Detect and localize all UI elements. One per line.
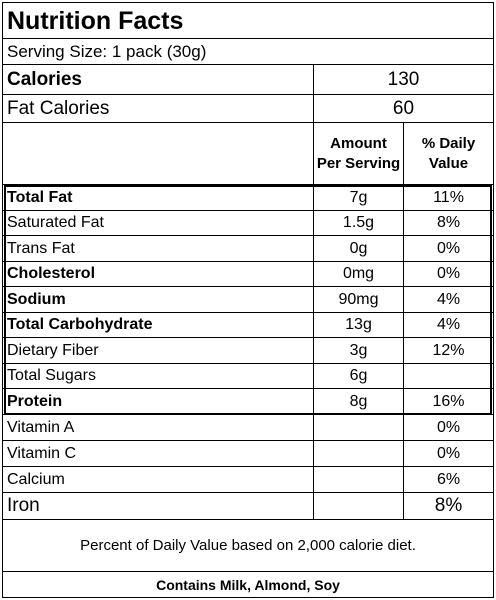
nutrient-row: Sodium 90mg 4% [3,287,493,313]
vitamin-row: Calcium 6% [3,467,493,493]
nutrient-amount: 7g [314,185,404,210]
nutrient-row: Saturated Fat 1.5g 8% [3,211,493,236]
nutrient-name: Cholesterol [3,262,314,286]
nutrient-row: Dietary Fiber 3g 12% [3,338,493,364]
nutrient-row: Protein 8g 16% [3,389,493,415]
nutrient-daily-value: 8% [436,214,461,231]
nutrient-daily-value: 16% [432,392,465,410]
nutrient-daily-value: 12% [432,341,465,359]
vitamin-amount-empty [314,467,404,492]
vitamin-row: Vitamin C 0% [3,441,493,467]
fat-calories-label: Fat Calories [3,95,314,122]
nutrient-amount: 13g [314,313,404,337]
column-header-row: Amount Per Serving % Daily Value [3,123,493,185]
serving-size: Serving Size: 1 pack (30g) [3,39,493,65]
nutrient-row: Total Carbohydrate 13g 4% [3,313,493,338]
nutrient-name: Protein [3,389,314,414]
nutrient-name: Trans Fat [3,236,314,261]
nutrient-amount: 6g [314,364,404,388]
nutrient-name: Saturated Fat [3,211,314,235]
nutrient-daily-value: 0% [436,239,461,257]
nutrient-name: Dietary Fiber [3,338,314,363]
vitamin-name: Vitamin A [3,415,314,440]
header-dv-line1: % Daily [421,134,476,152]
vitamin-daily-value: 8% [434,495,463,516]
vitamin-amount-empty [314,415,404,440]
nutrient-daily-value: 4% [436,290,461,308]
vitamin-name: Vitamin C [3,441,314,466]
nutrient-row: Cholesterol 0mg 0% [3,262,493,287]
nutrient-amount: 90mg [314,287,404,312]
header-amount-line2: Per Serving [316,154,401,172]
nutrient-row: Trans Fat 0g 0% [3,236,493,262]
nutrient-row: Total Sugars 6g [3,364,493,389]
nutrient-daily-value: 4% [436,316,461,333]
calories-row: Calories 130 [3,65,493,95]
header-amount: Amount Per Serving [314,123,404,184]
label-title: Nutrition Facts [3,3,493,39]
header-daily-value: % Daily Value [404,123,493,184]
header-empty-cell [3,123,314,184]
vitamin-name: Calcium [3,467,314,492]
vitamin-amount-empty [314,493,404,519]
nutrient-amount: 8g [314,389,404,414]
nutrient-row: Total Fat 7g 11% [3,185,493,211]
vitamin-daily-value: 6% [436,470,461,488]
nutrient-name: Sodium [3,287,314,312]
vitamin-name: Iron [3,493,314,519]
nutrient-name: Total Sugars [3,364,314,388]
vitamin-amount-empty [314,441,404,466]
nutrient-amount: 3g [314,338,404,363]
allergen-statement: Contains Milk, Almond, Soy [156,576,340,593]
vitamin-row: Iron 8% [3,493,493,520]
nutrient-amount: 0g [314,236,404,261]
nutrient-amount: 1.5g [314,211,404,235]
vitamin-daily-value: 0% [436,418,461,436]
header-amount-line1: Amount [330,134,387,152]
vitamin-daily-value: 0% [436,444,461,462]
header-dv-line2: Value [428,154,469,172]
vitamin-row: Vitamin A 0% [3,415,493,441]
calories-label: Calories [3,65,314,94]
fat-calories-row: Fat Calories 60 [3,95,493,123]
nutrient-daily-value: 11% [433,188,464,206]
calories-value: 130 [387,68,420,90]
fat-calories-value: 60 [392,97,415,119]
nutrient-amount: 0mg [314,262,404,286]
nutrient-daily-value [404,364,493,388]
nutrient-name: Total Carbohydrate [3,313,314,337]
nutrient-name: Total Fat [3,185,314,210]
nutrient-daily-value: 0% [436,265,461,282]
daily-value-footnote: Percent of Daily Value based on 2,000 ca… [3,520,493,572]
